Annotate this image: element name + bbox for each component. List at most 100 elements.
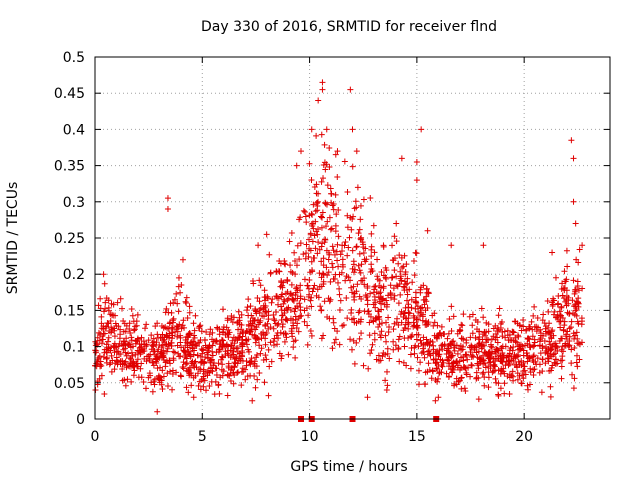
- data-point: [402, 321, 409, 328]
- data-point: [153, 353, 160, 360]
- data-point: [303, 250, 310, 257]
- data-point: [263, 231, 270, 238]
- data-point: [508, 372, 515, 379]
- data-point: [386, 323, 392, 330]
- data-point: [273, 308, 280, 315]
- data-point: [130, 362, 137, 369]
- data-point: [413, 316, 420, 323]
- data-point: [169, 367, 176, 374]
- data-point: [499, 333, 506, 340]
- data-point: [459, 322, 466, 329]
- data-point: [370, 317, 377, 324]
- data-point: [337, 297, 344, 304]
- data-point: [445, 345, 452, 352]
- data-point: [304, 282, 311, 289]
- data-point: [413, 158, 420, 165]
- data-point: [371, 297, 378, 304]
- data-point: [257, 350, 264, 357]
- data-point: [430, 356, 437, 363]
- data-point: [278, 312, 285, 319]
- data-point: [531, 342, 538, 349]
- data-point: [358, 330, 365, 337]
- data-point: [569, 371, 576, 378]
- data-point: [315, 97, 322, 104]
- data-point: [347, 336, 354, 343]
- data-point: [319, 79, 326, 86]
- data-point: [421, 381, 428, 388]
- data-point: [510, 373, 517, 380]
- data-point: [287, 268, 294, 275]
- data-point: [257, 282, 264, 289]
- data-point: [204, 351, 211, 358]
- data-point: [563, 293, 570, 300]
- data-point: [433, 333, 440, 340]
- data-point: [547, 330, 554, 337]
- data-point: [514, 320, 521, 327]
- data-point: [243, 307, 250, 314]
- data-point: [573, 352, 580, 359]
- data-point: [394, 315, 401, 322]
- data-point: [129, 312, 136, 319]
- data-point: [360, 249, 367, 256]
- data-point: [391, 296, 398, 303]
- data-point: [320, 175, 327, 182]
- x-tick-label: 0: [91, 429, 100, 445]
- data-point: [468, 344, 475, 351]
- data-point: [251, 358, 258, 365]
- data-point: [533, 328, 540, 335]
- data-point: [396, 358, 403, 365]
- data-point: [429, 312, 436, 319]
- data-point: [171, 349, 178, 356]
- data-point: [225, 343, 232, 350]
- data-point: [256, 342, 263, 349]
- data-point: [534, 315, 541, 322]
- data-point: [549, 302, 556, 309]
- data-point: [336, 285, 343, 292]
- data-point: [263, 356, 270, 363]
- data-point: [147, 372, 154, 379]
- data-point: [488, 336, 495, 343]
- data-point: [337, 251, 344, 258]
- axis-ticks: 0 0.05 0.1 0.15 0.2 0.25 0.3 0.35 0.4 0.45 0.5 0 5 10…: [54, 50, 610, 445]
- data-point: [289, 333, 296, 340]
- data-point: [92, 387, 99, 394]
- data-point: [194, 370, 201, 377]
- data-point: [122, 328, 129, 335]
- data-point: [150, 378, 157, 385]
- data-point: [463, 337, 470, 344]
- data-point: [293, 262, 300, 269]
- data-point: [277, 260, 284, 267]
- data-point: [92, 349, 99, 356]
- data-point: [360, 196, 367, 203]
- data-point: [179, 322, 186, 329]
- data-point: [274, 294, 281, 301]
- data-point: [395, 346, 402, 353]
- data-point: [179, 364, 186, 371]
- data-point: [417, 337, 424, 344]
- data-point: [350, 315, 357, 322]
- data-point: [561, 342, 568, 349]
- data-point: [469, 322, 476, 329]
- data-point: [368, 346, 375, 353]
- data-point: [291, 308, 298, 315]
- data-point: [302, 255, 309, 262]
- data-point: [329, 243, 336, 250]
- data-point: [514, 370, 521, 377]
- data-point: [441, 331, 448, 338]
- data-point: [361, 281, 368, 288]
- data-point: [150, 362, 157, 369]
- data-point: [268, 299, 275, 306]
- data-point: [387, 282, 394, 289]
- data-point: [458, 354, 465, 361]
- data-point: [492, 348, 499, 355]
- data-point: [210, 362, 217, 369]
- data-point: [564, 263, 571, 270]
- data-point: [301, 276, 308, 283]
- data-point: [433, 365, 440, 372]
- data-point: [349, 126, 356, 133]
- data-point: [133, 363, 140, 370]
- data-point: [265, 392, 272, 399]
- data-point: [174, 342, 181, 349]
- data-point: [317, 303, 324, 310]
